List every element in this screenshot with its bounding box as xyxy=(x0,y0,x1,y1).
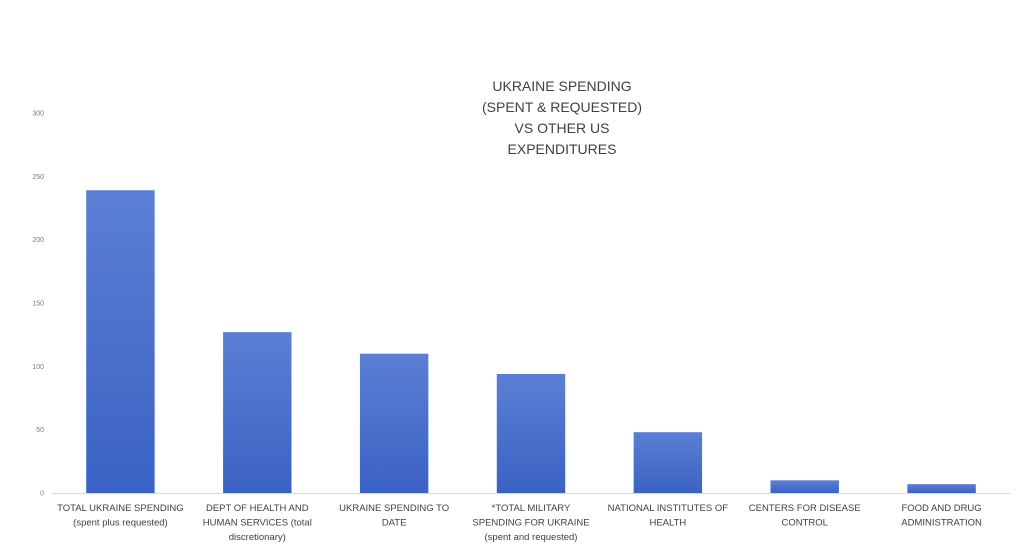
x-tick-label: NATIONAL INSTITUTES OF HEALTH xyxy=(608,503,729,529)
x-tick-label: DEPT OF HEALTH AND HUMAN SERVICES (total d… xyxy=(203,503,312,543)
x-tick-label: TOTAL UKRAINE SPENDING (spent plus reques… xyxy=(57,503,184,529)
x-tick-label: FOOD AND DRUG ADMINISTRATION xyxy=(901,503,982,529)
y-tick-label: 0 xyxy=(40,491,44,498)
y-tick-label: 150 xyxy=(32,301,44,308)
x-tick-label-line: CONTROL xyxy=(781,518,827,529)
bar xyxy=(907,484,976,493)
bar xyxy=(770,480,839,493)
chart-title-line: EXPENDITURES xyxy=(508,141,617,157)
y-tick-label: 100 xyxy=(32,364,44,371)
x-axis-labels: TOTAL UKRAINE SPENDING (spent plus reques… xyxy=(57,503,982,543)
x-tick-label-line: CENTERS FOR DISEASE xyxy=(749,503,861,514)
y-tick-label: 250 xyxy=(32,174,44,181)
chart-title-line: VS OTHER US xyxy=(515,120,610,136)
x-tick-label-line: *TOTAL MILITARY xyxy=(492,503,571,514)
x-tick-label-line: (spent plus requested) xyxy=(73,518,168,529)
bar xyxy=(496,373,566,493)
chart-title-line: (SPENT & REQUESTED) xyxy=(482,99,642,115)
bar xyxy=(223,332,292,493)
x-tick-label-line: UKRAINE SPENDING TO xyxy=(339,503,449,514)
x-tick-label-line: HUMAN SERVICES (total xyxy=(203,518,312,529)
x-tick-label-line: discretionary) xyxy=(229,532,286,543)
y-tick-label: 50 xyxy=(36,427,44,434)
x-tick-label-line: FOOD AND DRUG xyxy=(901,503,981,514)
x-tick-label: *TOTAL MILITARY SPENDING FOR UKRAINE (spen… xyxy=(472,503,589,543)
x-tick-label-line: ADMINISTRATION xyxy=(901,518,982,529)
chart-title: UKRAINE SPENDING (SPENT & REQUESTED) VS OT… xyxy=(482,78,642,157)
x-tick-label: CENTERS FOR DISEASE CONTROL xyxy=(749,503,861,529)
chart-title-line: UKRAINE SPENDING xyxy=(492,78,631,94)
bar xyxy=(359,353,429,493)
x-tick-label-line: DEPT OF HEALTH AND xyxy=(206,503,309,514)
y-axis: 0 50 100 150 200 250 300 xyxy=(32,111,44,498)
x-tick-label-line: TOTAL UKRAINE SPENDING xyxy=(57,503,184,514)
bar xyxy=(86,190,155,493)
x-tick-label-line: SPENDING FOR UKRAINE xyxy=(472,518,589,529)
y-tick-label: 300 xyxy=(32,111,44,118)
y-tick-label: 200 xyxy=(32,237,44,244)
x-tick-label: UKRAINE SPENDING TO DATE xyxy=(339,503,449,529)
bar xyxy=(633,432,703,493)
x-tick-label-line: (spent and requested) xyxy=(485,532,578,543)
x-tick-label-line: DATE xyxy=(382,518,407,529)
bars xyxy=(86,190,976,493)
x-tick-label-line: NATIONAL INSTITUTES OF xyxy=(608,503,729,514)
x-tick-label-line: HEALTH xyxy=(649,518,686,529)
